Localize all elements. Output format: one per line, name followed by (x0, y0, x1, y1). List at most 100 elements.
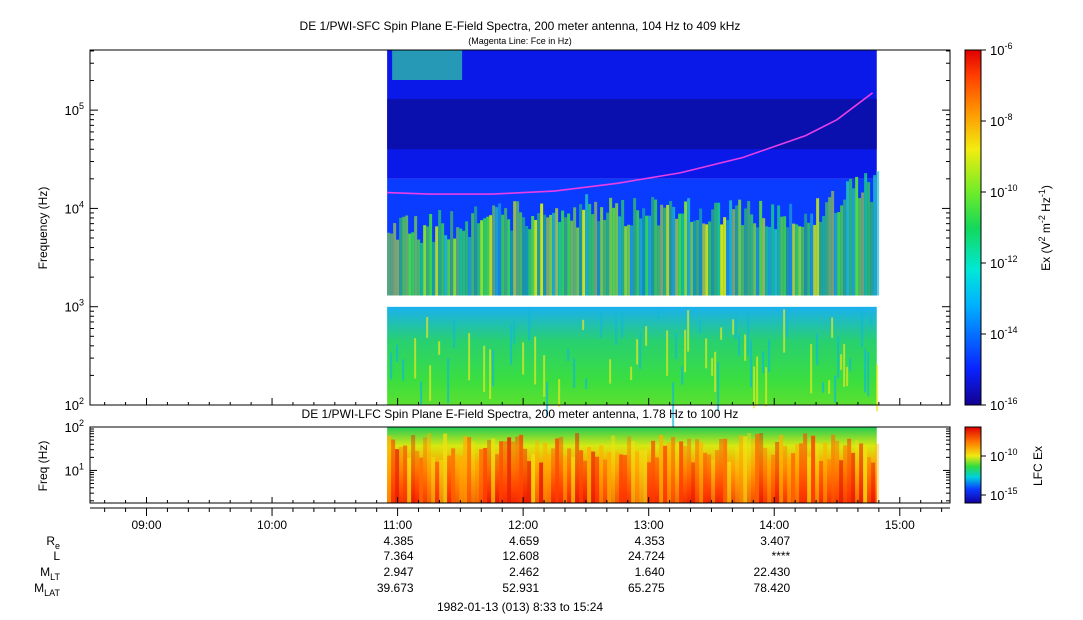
sfc-streak (450, 211, 454, 296)
lfc-streak (411, 435, 416, 503)
sfc-streak (417, 239, 421, 296)
sfc-streak (831, 190, 835, 296)
sfc-streak (462, 230, 466, 296)
sfc-streak (468, 236, 472, 296)
lfc-cb-tick-label: 10-10 (990, 447, 1017, 464)
sfc-streak (642, 208, 646, 296)
sfc-streak-low (735, 316, 738, 339)
sfc-streak (762, 218, 766, 296)
lfc-streak (763, 447, 768, 503)
sfc-colorbar-ticks: 10-6 10-8 10-10 10-12 10-14 10-16 (981, 41, 1017, 413)
sfc-streak (849, 178, 853, 296)
lfc-streak (831, 434, 836, 503)
sfc-streak (717, 202, 721, 296)
ephemeris-value: 12.608 (502, 549, 539, 563)
sfc-streak (594, 201, 598, 296)
sfc-streak (852, 188, 856, 296)
sfc-streak (537, 213, 541, 296)
sfc-streak (870, 202, 874, 296)
sfc-y-axis: 102 103 104 105 (65, 50, 950, 413)
sfc-streak-low (867, 352, 870, 397)
lfc-streak (451, 448, 456, 503)
sfc-streak (405, 215, 409, 296)
lfc-streak (527, 461, 532, 503)
sfc-data-gap (387, 295, 877, 307)
sfc-streak (402, 216, 406, 296)
lfc-streak (707, 454, 712, 503)
lfc-streak (439, 459, 444, 503)
sfc-streak-low (861, 310, 864, 348)
sfc-streak (681, 213, 685, 296)
sfc-streak-low (522, 342, 525, 375)
sfc-streak (792, 223, 796, 296)
sfc-streak (459, 228, 463, 296)
sfc-spectrogram (387, 50, 880, 429)
lfc-streak (719, 439, 724, 503)
lfc-streak (711, 459, 716, 503)
sfc-streak (627, 224, 631, 296)
fce-line (387, 92, 874, 195)
lfc-y-axis: 101 102 (65, 418, 950, 502)
lfc-streak (423, 437, 428, 503)
sfc-streak-low (630, 366, 633, 381)
lfc-streak (615, 452, 620, 503)
sfc-streak (858, 198, 862, 296)
lfc-streak (655, 457, 660, 503)
sfc-streak (444, 235, 448, 296)
sfc-streak (570, 220, 574, 296)
time-tick-label: 14:00 (759, 518, 789, 532)
lfc-streak (715, 450, 720, 503)
sfc-streak (486, 216, 490, 296)
lfc-streak (471, 441, 476, 503)
ephemeris-value: 7.364 (384, 549, 414, 563)
lfc-frame (89, 426, 951, 504)
sfc-streak-low (828, 380, 831, 394)
lfc-streak (551, 448, 556, 503)
sfc-streak-low (744, 334, 747, 361)
sfc-streak (714, 202, 718, 296)
sfc-streak (798, 226, 802, 296)
lfc-streak (559, 436, 564, 503)
sfc-streak (807, 222, 811, 296)
sfc-streak (420, 242, 424, 296)
sfc-streak (609, 197, 613, 296)
sfc-streak-low (609, 359, 612, 384)
sfc-streak (543, 214, 547, 296)
sfc-streak-low (783, 309, 786, 353)
sfc-streak (672, 206, 676, 296)
ephemeris-value: 2.462 (509, 565, 539, 579)
lfc-streak (543, 442, 548, 503)
lfc-streak (695, 439, 700, 503)
sfc-streak-low (639, 333, 642, 369)
lfc-streak (755, 433, 760, 503)
sfc-streak (411, 232, 415, 296)
sfc-streak (678, 213, 682, 296)
sfc-streak (633, 198, 637, 296)
lfc-streak (467, 437, 472, 503)
sfc-frame (89, 49, 951, 406)
sfc-streak (777, 205, 781, 296)
lfc-streak (699, 441, 704, 503)
sfc-colorbar (964, 49, 982, 406)
lfc-streak (779, 434, 784, 503)
sfc-streak-low (831, 317, 834, 338)
sfc-streak-low (429, 365, 432, 401)
sfc-streak (744, 208, 748, 296)
sfc-streak-low (420, 381, 423, 405)
sfc-streak (396, 239, 400, 296)
lfc-streak (431, 457, 436, 503)
lfc-streak (835, 440, 840, 503)
sfc-streak-low (753, 366, 756, 409)
lfc-ytick-label: 101 (65, 461, 84, 478)
sfc-streak (747, 201, 751, 296)
lfc-streak (579, 450, 584, 503)
sfc-streak-low (645, 326, 648, 346)
lfc-streak (667, 442, 672, 503)
lfc-streak (799, 443, 804, 503)
sfc-streak (663, 207, 667, 296)
ephemeris-value: **** (772, 549, 791, 563)
sfc-streak (531, 215, 535, 296)
lfc-streak (619, 454, 624, 503)
sfc-streak (699, 208, 703, 296)
sfc-streak-low (426, 317, 429, 338)
